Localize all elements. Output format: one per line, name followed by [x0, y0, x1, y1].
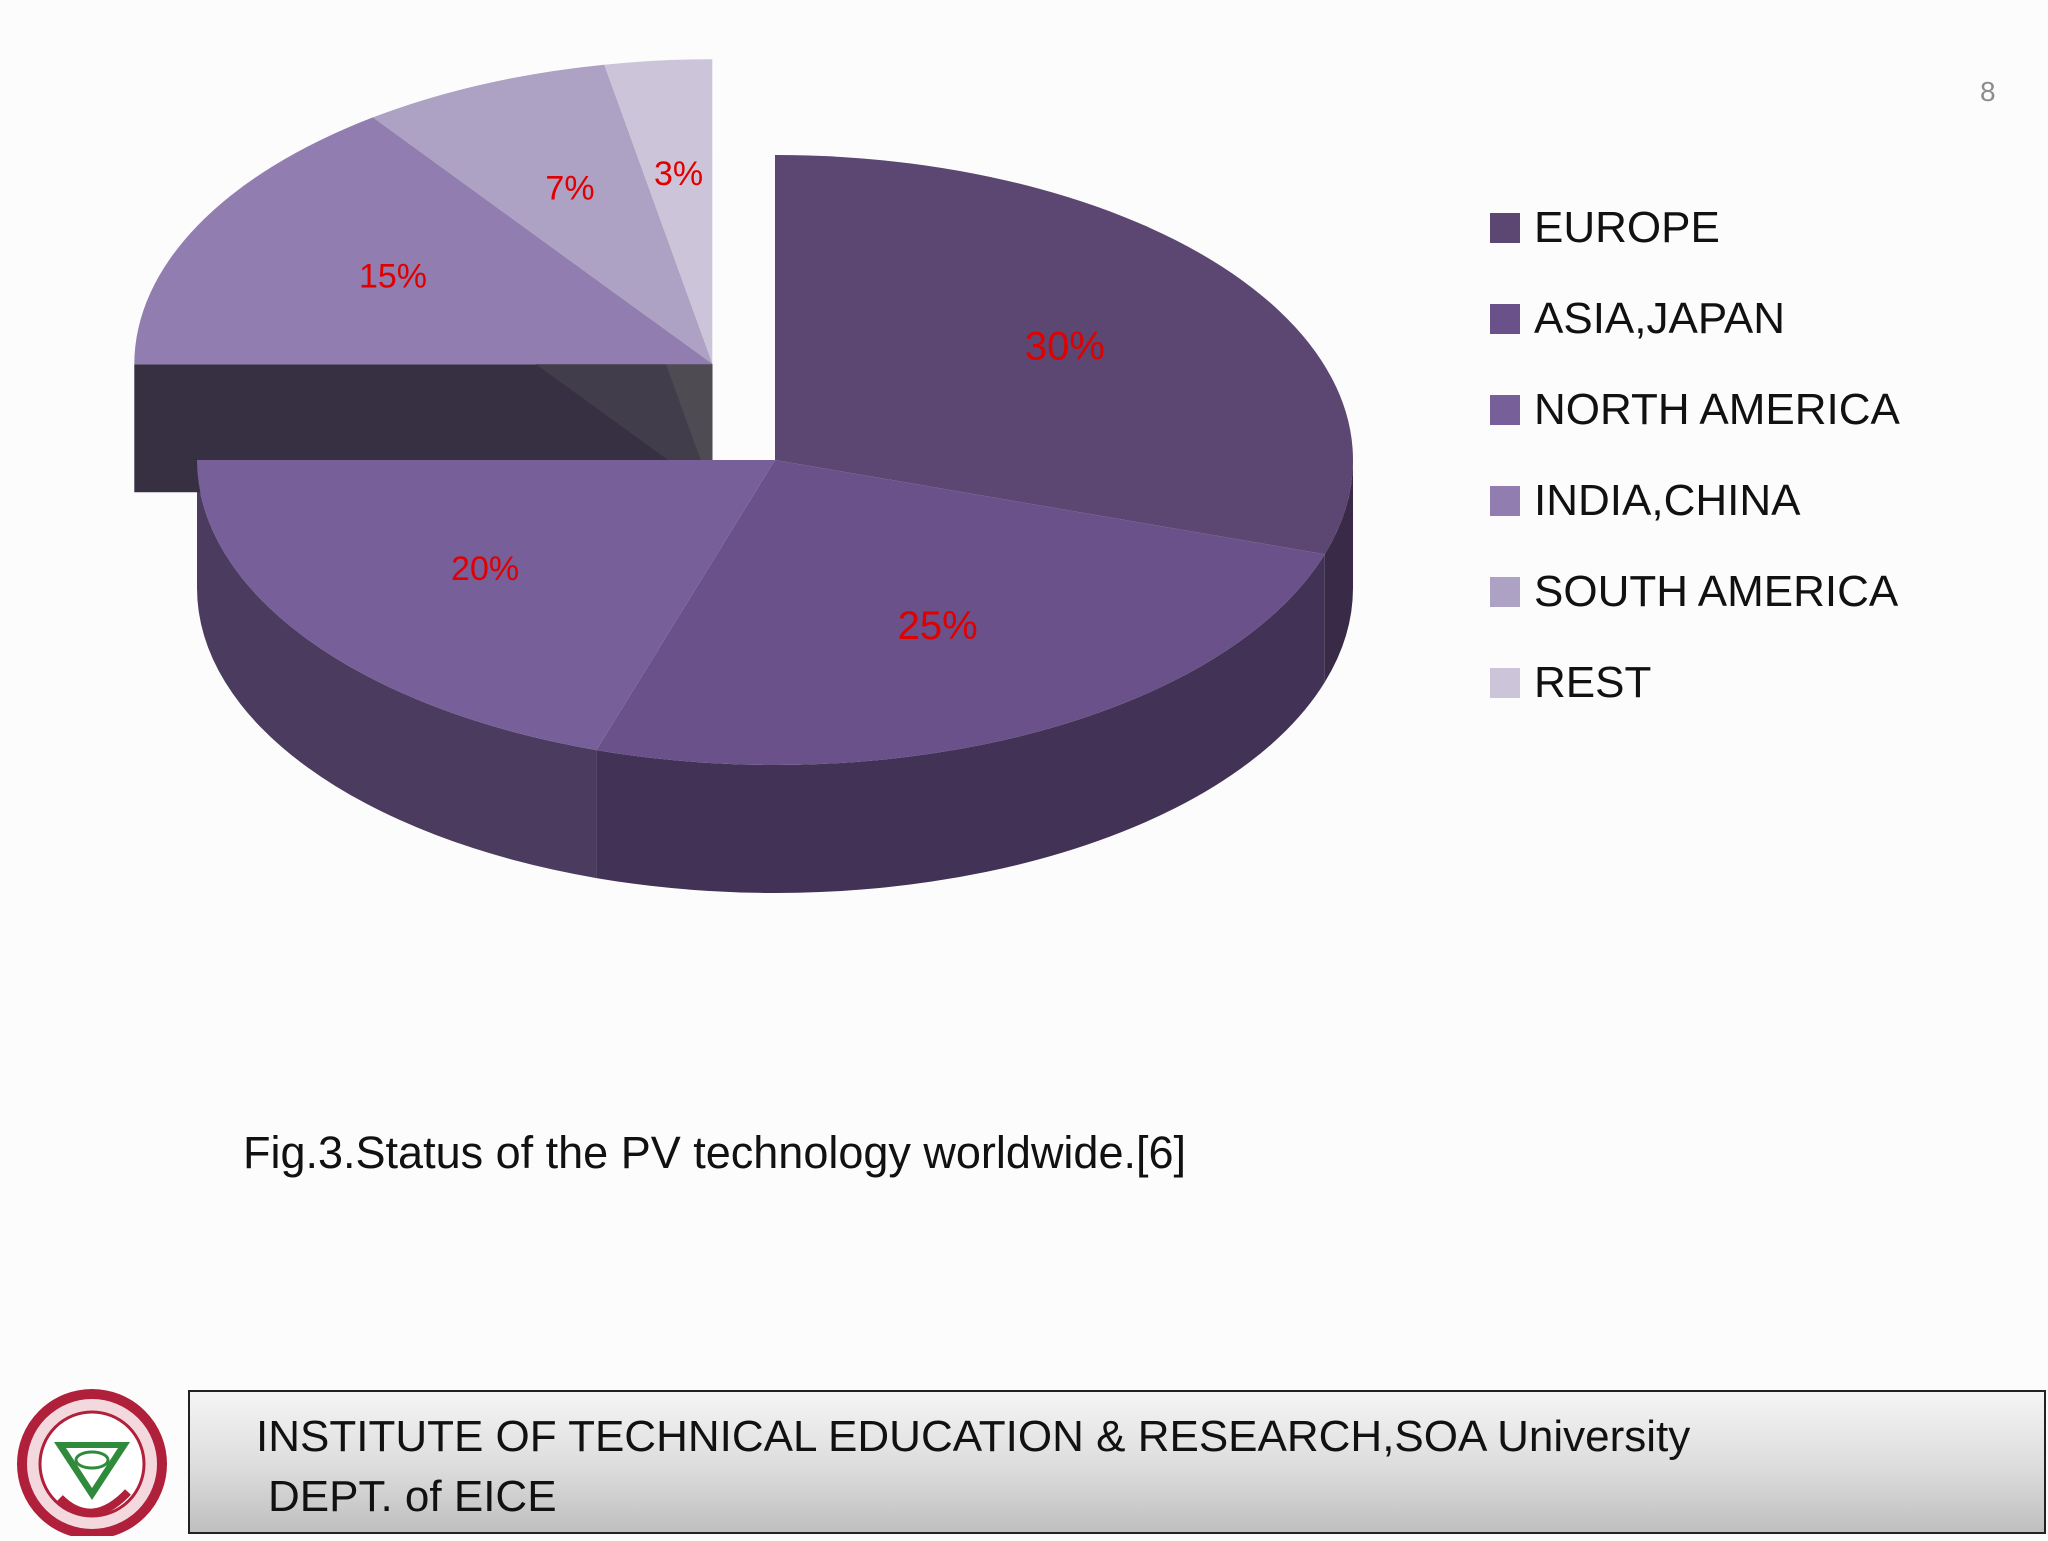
- pie-top-layer: [134, 59, 1353, 765]
- pie-label-asia-japan: 25%: [898, 604, 978, 648]
- pie-label-india-china: 15%: [359, 257, 427, 295]
- pie-label-north-america: 20%: [451, 550, 519, 588]
- legend-item-asia-japan: ASIA,JAPAN: [1490, 273, 1900, 364]
- pie-label-south-america: 7%: [545, 170, 594, 208]
- pie-slice-europe: [775, 155, 1353, 555]
- legend-swatch: [1490, 303, 1520, 334]
- university-logo: [0, 1380, 190, 1539]
- legend-item-india-china: INDIA,CHINA: [1490, 455, 1900, 546]
- legend-swatch: [1490, 212, 1520, 243]
- legend-item-rest: REST: [1490, 637, 1900, 728]
- legend-item-south-america: SOUTH AMERICA: [1490, 546, 1900, 637]
- legend-swatch: [1490, 485, 1520, 516]
- chart-legend: EUROPE ASIA,JAPAN NORTH AMERICA INDIA,CHINA…: [1490, 182, 1900, 728]
- legend-swatch: [1490, 576, 1520, 607]
- legend-label: SOUTH AMERICA: [1534, 566, 1899, 616]
- legend-label: NORTH AMERICA: [1534, 384, 1900, 434]
- pie-wall-asia-japan: [596, 554, 1325, 894]
- institute-name: INSTITUTE OF TECHNICAL EDUCATION & RESEA…: [256, 1412, 1691, 1461]
- figure-caption: Fig.3.Status of the PV technology worldw…: [243, 1127, 1187, 1178]
- pie-label-europe: 30%: [1025, 324, 1105, 368]
- legend-swatch: [1490, 394, 1520, 425]
- pie-label-rest: 3%: [654, 155, 703, 193]
- legend-item-north-america: NORTH AMERICA: [1490, 364, 1900, 455]
- legend-label: ASIA,JAPAN: [1534, 293, 1786, 343]
- pie-wall-europe: [1324, 460, 1353, 683]
- legend-label: EUROPE: [1534, 202, 1720, 252]
- pie-slice-south-america: [372, 64, 713, 365]
- pie-slice-rest: [603, 59, 713, 365]
- slide-number: 8: [1980, 76, 1996, 107]
- pie-slice-asia-japan: [596, 460, 1325, 765]
- pie-chart: 30% 25% 20% 15% 7% 3%: [134, 59, 1353, 894]
- legend-swatch: [1490, 667, 1520, 698]
- pie-label-layer: 30% 25% 20% 15% 7% 3%: [359, 155, 1105, 648]
- footer-bar: INSTITUTE OF TECHNICAL EDUCATION & RESEA…: [188, 1390, 2046, 1534]
- legend-label: REST: [1534, 657, 1652, 707]
- pie-slice-north-america: [197, 460, 775, 751]
- legend-label: INDIA,CHINA: [1534, 475, 1801, 525]
- department-name: DEPT. of EICE: [268, 1472, 557, 1521]
- pie-slice-india-china: [134, 117, 713, 365]
- pie-wall-north-america: [197, 460, 597, 879]
- legend-item-europe: EUROPE: [1490, 182, 1900, 273]
